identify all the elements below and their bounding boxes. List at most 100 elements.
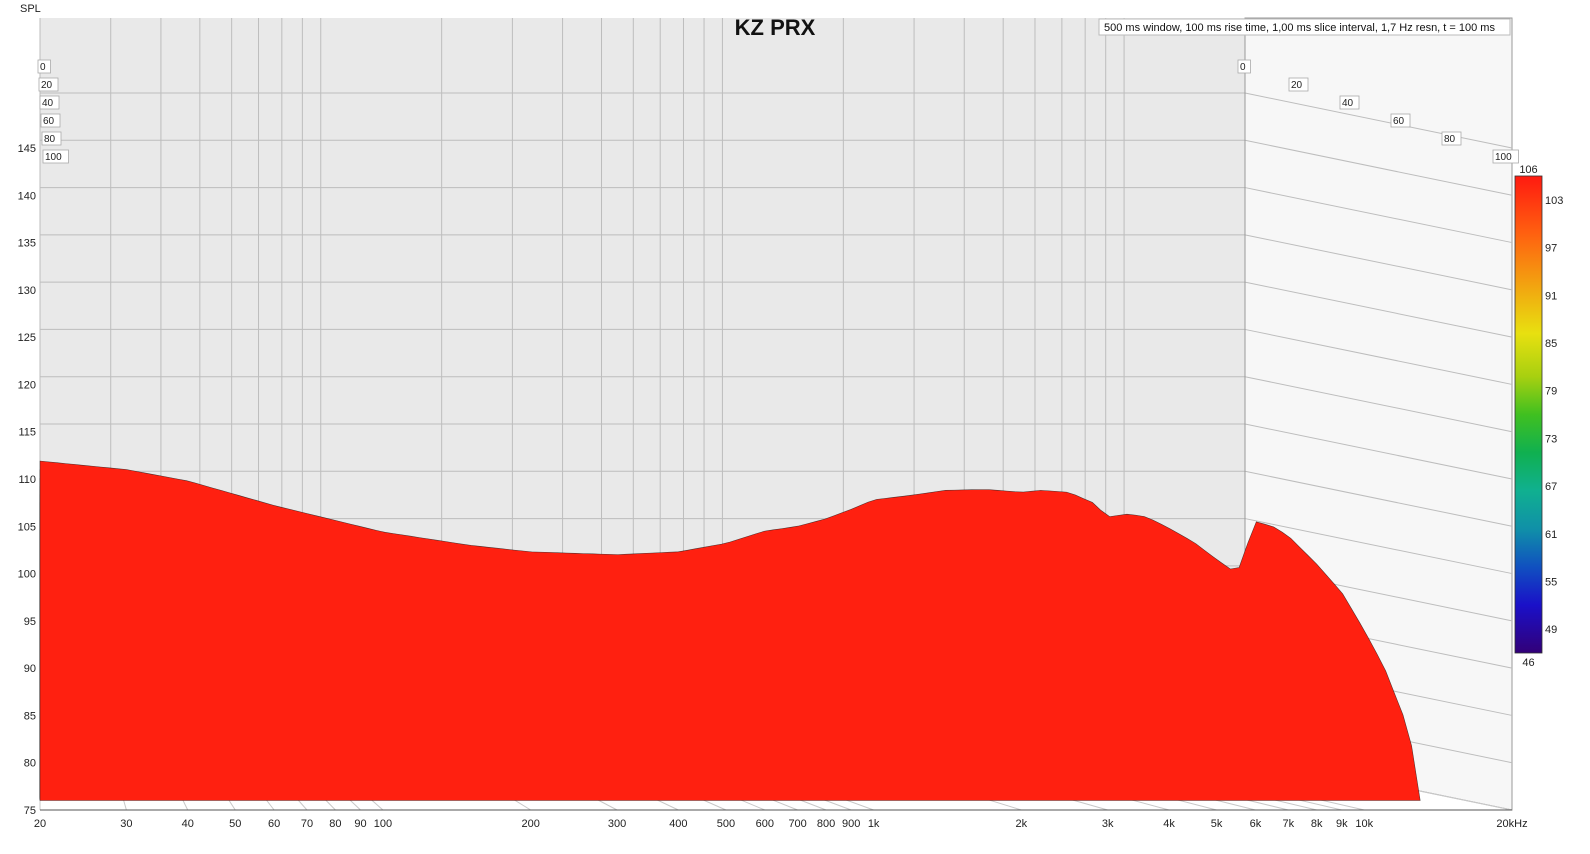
colorbar-tick-label: 73	[1545, 433, 1557, 445]
grid-side	[1244, 423, 1513, 480]
x-tick-label: 7k	[1282, 818, 1294, 830]
svg-text:80: 80	[44, 134, 56, 145]
grid-side	[1244, 281, 1513, 338]
time-tick-right: 100	[1492, 149, 1519, 164]
time-tick-left: 60	[40, 113, 61, 128]
x-tick-label: 60	[268, 818, 280, 830]
grid-side	[1244, 139, 1513, 196]
x-tick-label: 700	[788, 818, 806, 830]
x-tick-label: 70	[301, 818, 313, 830]
svg-text:100: 100	[45, 152, 62, 163]
y-tick-label: 135	[18, 238, 36, 250]
time-tick-right: 80	[1441, 131, 1462, 146]
y-axis-label: SPL	[20, 3, 41, 15]
y-tick-label: 85	[24, 710, 36, 722]
grid-side	[1244, 328, 1513, 385]
y-tick-label: 110	[18, 474, 36, 486]
y-tick-label: 95	[24, 616, 36, 628]
time-tick-right: 40	[1339, 95, 1360, 110]
x-tick-label: 5k	[1211, 818, 1223, 830]
grid-side	[1244, 187, 1513, 244]
y-tick-label: 145	[18, 143, 36, 155]
svg-text:40: 40	[42, 98, 54, 109]
grid-side	[1244, 92, 1513, 149]
info-box	[1098, 18, 1511, 36]
colorbar-tick-label: 103	[1545, 195, 1563, 207]
x-axis: 20 30 40 50 60 70 80 90 100 200 300 400 500 600 700 800…	[34, 809, 1528, 830]
grid-side	[1244, 518, 1513, 575]
colorbar-tick-label: 46	[1522, 657, 1534, 669]
time-tick-left: 20	[38, 77, 59, 92]
x-tick-label: 500	[717, 818, 735, 830]
colorbar-tick-label: 79	[1545, 386, 1557, 398]
time-tick-left: 40	[39, 95, 60, 110]
y-tick-label: 140	[18, 190, 36, 202]
y-tick-label: 80	[24, 758, 36, 770]
x-tick-label: 80	[329, 818, 341, 830]
time-axis-left: 0 20 40 60 80 100	[37, 59, 69, 164]
time-axis-right: 0 20 40 60 80 100	[1237, 59, 1519, 164]
x-tick-label: 1k	[868, 818, 880, 830]
y-tick-label: 105	[18, 521, 36, 533]
y-tick-label: 125	[18, 332, 36, 344]
x-tick-label: 20	[34, 818, 46, 830]
svg-text:0: 0	[1240, 62, 1246, 73]
time-tick-left: 0	[37, 59, 51, 74]
time-tick-right: 60	[1390, 113, 1411, 128]
x-tick-label: 400	[669, 818, 687, 830]
x-tick-label: 9k	[1336, 818, 1348, 830]
colorbar-tick-label: 67	[1545, 481, 1557, 493]
time-tick-left: 100	[42, 149, 69, 164]
colorbar-gradient	[1514, 175, 1543, 654]
svg-text:60: 60	[43, 116, 55, 127]
x-tick-label: 300	[608, 818, 626, 830]
y-tick-label: 130	[18, 285, 36, 297]
x-tick-label: 900	[842, 818, 860, 830]
y-tick-label: 75	[24, 805, 36, 817]
x-tick-label: 90	[354, 818, 366, 830]
svg-text:40: 40	[1342, 98, 1354, 109]
svg-text:100: 100	[1495, 152, 1512, 163]
x-tick-label: 50	[229, 818, 241, 830]
colorbar-tick-label: 55	[1545, 576, 1557, 588]
info-text: 500 ms window, 100 ms rise time, 1,00 ms…	[1104, 22, 1495, 34]
time-tick-left: 80	[41, 131, 62, 146]
colorbar-tick-label: 49	[1545, 624, 1557, 636]
grid-side	[1244, 234, 1513, 291]
x-tick-label: 10k	[1355, 818, 1373, 830]
colorbar-tick-label: 91	[1545, 290, 1557, 302]
colorbar-tick-label: 61	[1545, 529, 1557, 541]
y-tick-label: 120	[18, 379, 36, 391]
svg-text:20: 20	[41, 80, 53, 91]
x-tick-label: 8k	[1311, 818, 1323, 830]
grid-side	[1244, 470, 1513, 527]
colorbar-tick-label: 106	[1519, 164, 1537, 176]
waterfall-surface	[39, 460, 1421, 801]
x-tick-label: 600	[756, 818, 774, 830]
chart-title: KZ PRX	[735, 15, 816, 40]
x-tick-label: 3k	[1102, 818, 1114, 830]
x-tick-label: 200	[521, 818, 539, 830]
svg-text:20: 20	[1291, 80, 1303, 91]
x-tick-label: 40	[182, 818, 194, 830]
x-tick-label: 30	[120, 818, 132, 830]
y-tick-label: 90	[24, 663, 36, 675]
grid-side	[1244, 376, 1513, 433]
time-tick-right: 20	[1288, 77, 1309, 92]
y-axis: 145 140 135 130 125 120 115 110 105 100 95 90 85 80 75	[18, 143, 36, 817]
colorbar-tick-label: 85	[1545, 338, 1557, 350]
x-tick-label: 800	[817, 818, 835, 830]
svg-text:0: 0	[40, 62, 46, 73]
waterfall-slice	[39, 460, 1421, 801]
y-tick-label: 100	[18, 569, 36, 581]
x-tick-label: 4k	[1163, 818, 1175, 830]
time-tick-right: 0	[1237, 59, 1251, 74]
x-tick-label: 20kHz	[1496, 818, 1527, 830]
x-tick-label: 2k	[1016, 818, 1028, 830]
colorbar: 106 103 97 91 85 79 73 67 61 55 49 46	[1514, 164, 1563, 669]
x-tick-label: 6k	[1250, 818, 1262, 830]
svg-text:60: 60	[1393, 116, 1405, 127]
y-tick-label: 115	[18, 427, 36, 439]
